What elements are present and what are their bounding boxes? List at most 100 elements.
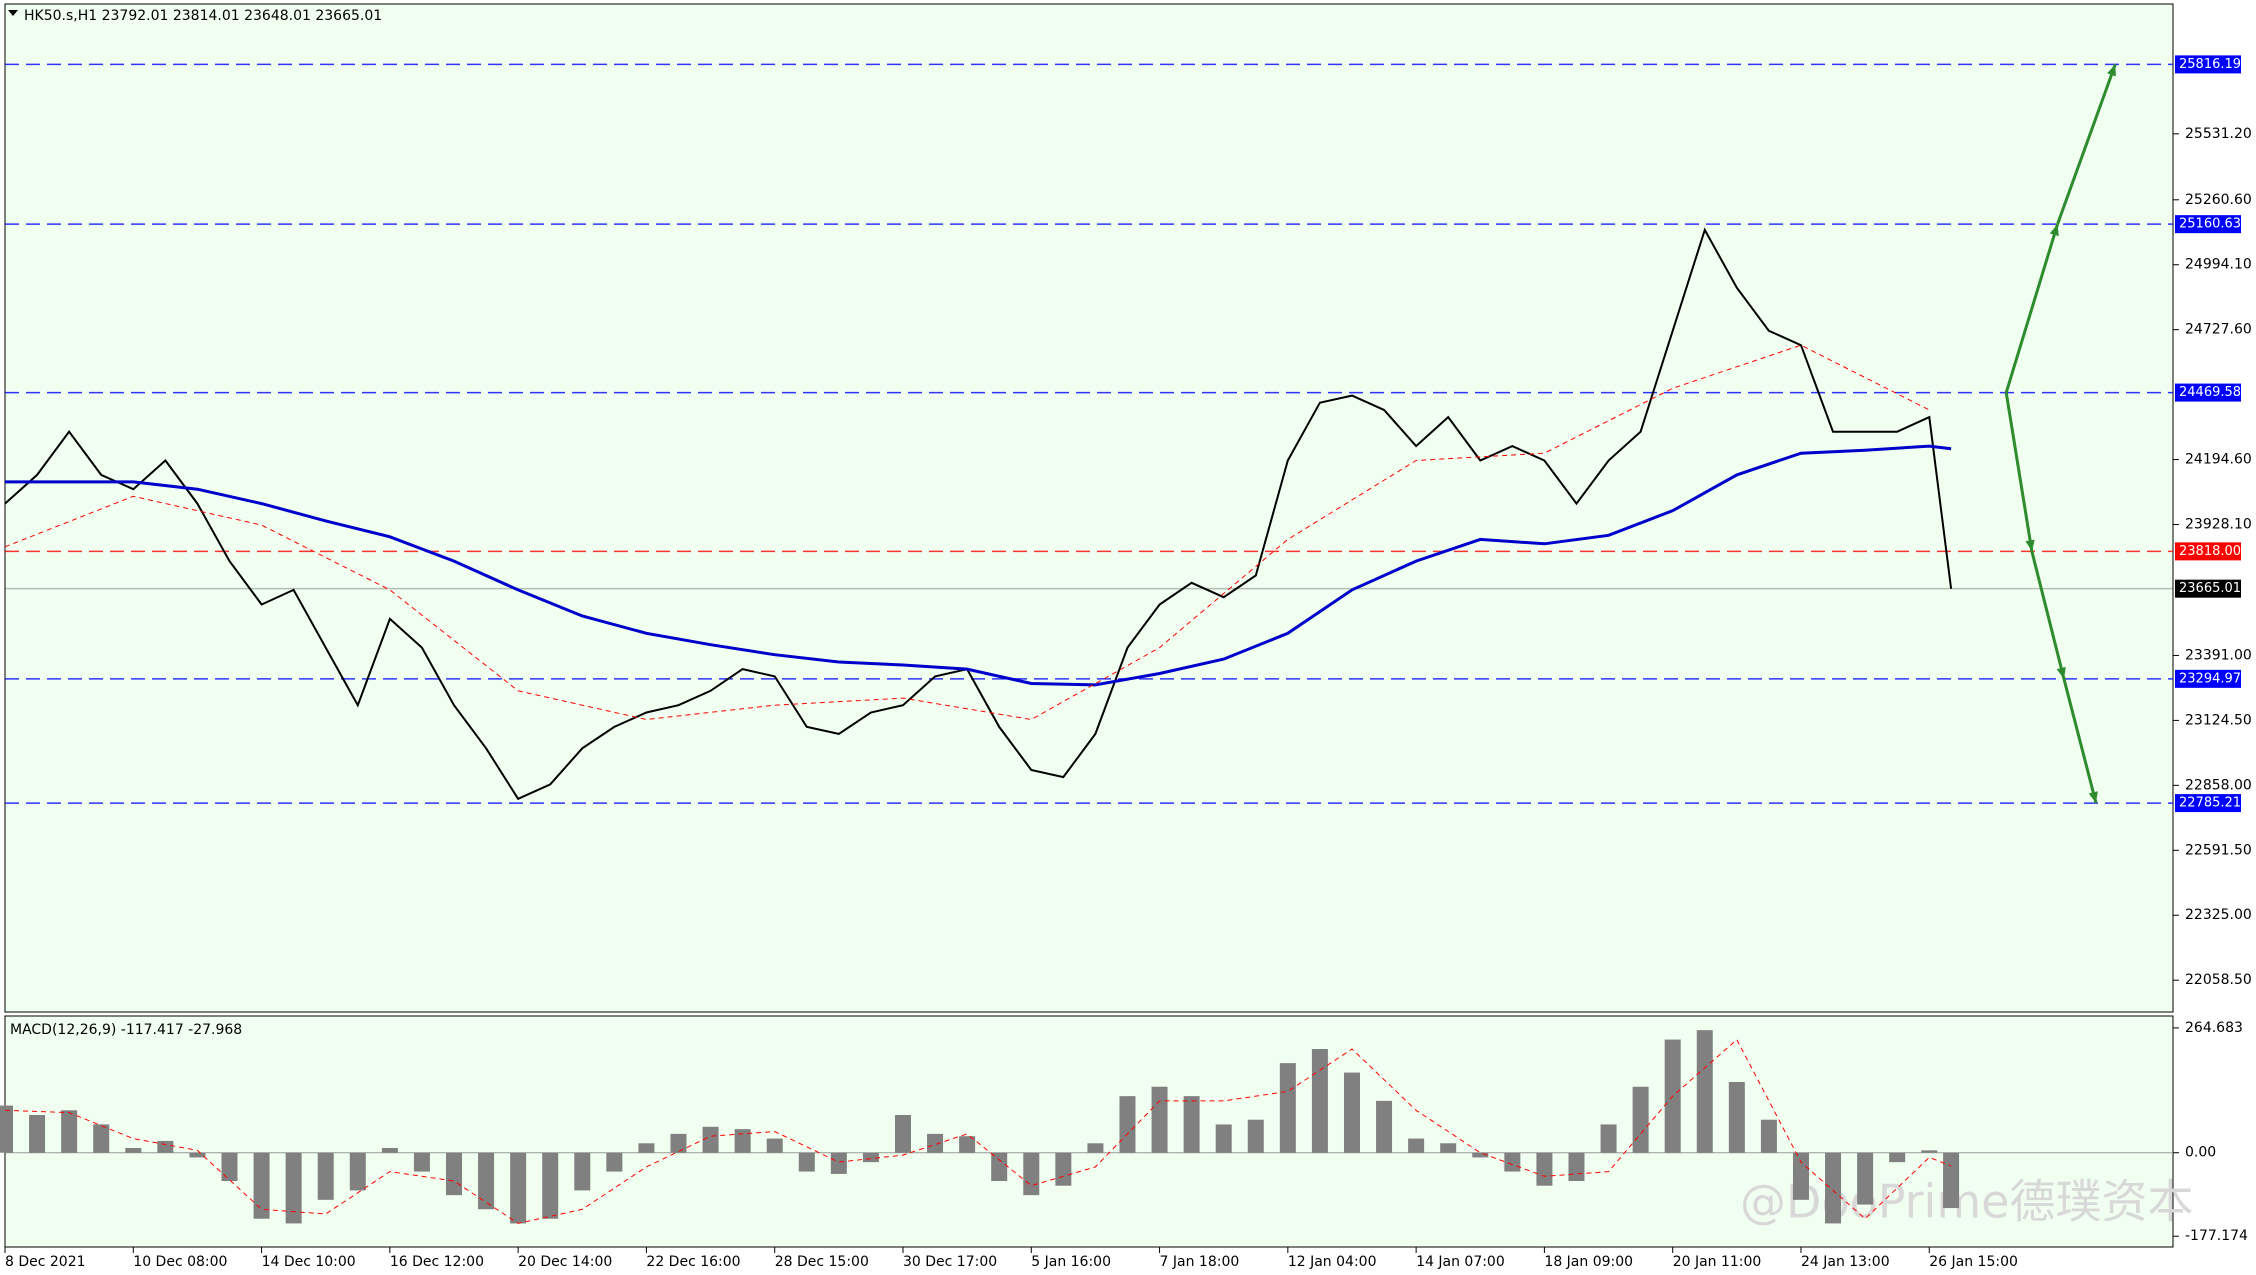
histogram-bar <box>381 1148 398 1153</box>
histogram-bar <box>510 1152 527 1224</box>
histogram-bar <box>542 1152 559 1219</box>
series-line <box>4 344 1930 721</box>
projection-arrow <box>2062 678 2098 804</box>
x-tick-label: 22 Dec 16:00 <box>646 1254 740 1270</box>
histogram-bar <box>830 1152 847 1174</box>
arrow-head <box>2056 666 2066 679</box>
histogram-bar <box>1760 1119 1777 1153</box>
series-line <box>4 227 1953 801</box>
y-tick-label: 264.683 <box>2185 1020 2243 1036</box>
main-plot <box>4 3 2174 1013</box>
histogram-bar <box>1440 1143 1457 1153</box>
histogram-bar <box>317 1152 334 1200</box>
x-tick-label: 14 Jan 07:00 <box>1416 1254 1505 1270</box>
histogram-bar <box>766 1138 783 1153</box>
histogram-bar <box>1943 1152 1960 1209</box>
histogram-bar <box>1023 1152 1040 1196</box>
y-tick-label: 22591.50 <box>2185 842 2252 858</box>
level-label-box <box>2175 383 2241 402</box>
histogram-bar <box>221 1152 238 1181</box>
macd-title: MACD(12,26,9) -117.417 -27.968 <box>10 1022 242 1038</box>
histogram-bar <box>1247 1119 1264 1153</box>
histogram-bar <box>798 1152 815 1172</box>
x-tick-label: 20 Jan 11:00 <box>1673 1254 1762 1270</box>
histogram-bar <box>1376 1100 1393 1153</box>
histogram-bar <box>1536 1152 1553 1186</box>
y-tick-label: 22858.00 <box>2185 777 2252 793</box>
y-tick-label: 0.00 <box>2185 1145 2216 1161</box>
histogram-bar <box>1183 1096 1200 1153</box>
histogram-bar <box>927 1133 944 1153</box>
level-label-box <box>2175 669 2241 688</box>
y-tick-label: 24727.60 <box>2185 322 2252 338</box>
level-label: 23818.00 <box>2179 544 2241 559</box>
arrow-head <box>2025 539 2035 552</box>
y-tick-label: 22325.00 <box>2185 907 2252 923</box>
histogram-bar <box>1215 1124 1232 1153</box>
histogram-bar <box>445 1152 462 1196</box>
series-line <box>5 444 1952 687</box>
y-tick-label: 22058.50 <box>2185 972 2252 988</box>
x-tick-label: 24 Jan 13:00 <box>1801 1254 1890 1270</box>
y-tick-label: 24194.60 <box>2185 452 2252 468</box>
level-label: 24469.58 <box>2179 385 2241 400</box>
histogram-bar <box>189 1152 206 1158</box>
histogram-bar <box>1311 1049 1328 1153</box>
histogram-bar <box>702 1126 719 1153</box>
histogram-bar <box>1119 1096 1136 1153</box>
histogram-bar <box>1472 1152 1489 1158</box>
histogram-bar <box>1504 1152 1521 1172</box>
histogram-bar <box>1087 1143 1104 1153</box>
histogram-bar <box>29 1115 46 1153</box>
x-tick-label: 18 Jan 09:00 <box>1544 1254 1633 1270</box>
level-label: 22785.21 <box>2179 796 2241 811</box>
y-tick-label: 25531.20 <box>2185 126 2252 142</box>
histogram-bar <box>1792 1152 1809 1200</box>
histogram-bar <box>894 1115 911 1153</box>
level-label: 23294.97 <box>2179 671 2241 686</box>
level-label-box <box>2175 794 2241 813</box>
x-tick-label: 12 Jan 04:00 <box>1288 1254 1377 1270</box>
arrow-head <box>2088 791 2098 804</box>
x-tick-label: 10 Dec 08:00 <box>133 1254 227 1270</box>
projection-arrow <box>2004 223 2059 394</box>
histogram-bar <box>125 1148 142 1153</box>
histogram-bar <box>1825 1152 1842 1224</box>
histogram-bar <box>253 1152 270 1219</box>
histogram-bar <box>1279 1063 1296 1153</box>
histogram-bar <box>0 1105 13 1153</box>
histogram-bar <box>61 1110 78 1153</box>
histogram-bar <box>1600 1124 1617 1153</box>
level-label-box <box>2175 55 2241 74</box>
histogram-bar <box>413 1152 430 1172</box>
histogram-bar <box>349 1152 366 1191</box>
histogram-bar <box>734 1129 751 1153</box>
histogram-bar <box>1857 1152 1874 1205</box>
arrow-head <box>2107 64 2116 77</box>
histogram-bar <box>606 1152 623 1172</box>
histogram-bar <box>959 1136 976 1153</box>
x-tick-label: 16 Dec 12:00 <box>390 1254 484 1270</box>
histogram-bar <box>1632 1086 1649 1153</box>
x-tick-label: 8 Dec 2021 <box>5 1254 86 1270</box>
histogram-bar <box>478 1152 495 1210</box>
x-tick-label: 5 Jan 16:00 <box>1031 1254 1111 1270</box>
projection-arrow <box>2004 392 2034 552</box>
level-label: 25816.19 <box>2179 57 2241 72</box>
level-label: 25160.63 <box>2179 217 2241 232</box>
macd-plot <box>4 1015 2174 1248</box>
histogram-bar <box>1055 1152 1072 1186</box>
histogram-bar <box>574 1152 591 1191</box>
histogram-bar <box>991 1152 1008 1181</box>
histogram-bar <box>1408 1138 1425 1153</box>
level-label-box <box>2175 542 2241 561</box>
menu-triangle <box>8 10 18 16</box>
y-tick-label: 23391.00 <box>2185 647 2252 663</box>
series-line <box>4 1038 1952 1224</box>
watermark: @DooPrime德璞资本 <box>1740 1175 2193 1229</box>
projection-arrow <box>2056 63 2117 225</box>
x-tick-label: 28 Dec 15:00 <box>775 1254 869 1270</box>
y-tick-label: 24994.10 <box>2185 257 2252 273</box>
y-tick-label: -177.174 <box>2185 1228 2248 1244</box>
